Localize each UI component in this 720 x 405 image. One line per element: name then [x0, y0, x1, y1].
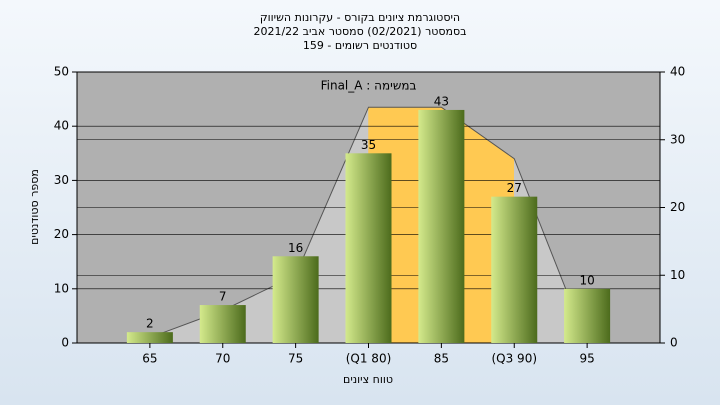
bar	[126, 332, 173, 343]
title-line: סטודנטים רשומים - 159	[303, 39, 417, 52]
y-tick-label: 0	[61, 336, 69, 350]
data-label: 7	[219, 290, 227, 304]
x-tick-label: (Q3 90)	[491, 352, 537, 366]
y-axis-label: מספר סטודנטים	[28, 169, 41, 245]
y-tick-label: 50	[54, 65, 69, 79]
data-label: 16	[288, 241, 303, 255]
bar	[564, 288, 611, 343]
x-tick-label: 65	[142, 352, 157, 366]
x-tick-label: (Q1 80)	[346, 352, 392, 366]
data-label: 10	[579, 273, 594, 287]
title-line: בסמסטר (02/2021) סמסטר אביב 2021/22	[253, 25, 466, 38]
y-tick-label: 40	[54, 119, 69, 133]
bar	[345, 153, 392, 343]
y2-tick-label: 10	[670, 268, 685, 282]
x-axis-label: טווח ציונים	[343, 373, 393, 386]
bar	[491, 196, 538, 343]
data-label: 27	[507, 181, 522, 195]
y-tick-label: 30	[54, 173, 69, 187]
y2-tick-label: 40	[670, 65, 685, 79]
title-line: היסטוגרמת ציונים בקורס - עקרונות השיווק	[260, 11, 460, 24]
data-label: 43	[434, 94, 449, 108]
bar	[272, 256, 319, 343]
bar	[418, 109, 465, 343]
data-label: 2	[146, 317, 154, 331]
x-tick-label: 95	[579, 352, 594, 366]
y-tick-label: 10	[54, 281, 69, 295]
y2-tick-label: 0	[670, 336, 678, 350]
bar	[199, 305, 246, 343]
y-tick-label: 20	[54, 227, 69, 241]
annotation: Final_A : במשימה	[321, 79, 417, 93]
x-tick-label: 75	[288, 352, 303, 366]
y2-tick-label: 30	[670, 132, 685, 146]
data-label: 35	[361, 138, 376, 152]
y2-tick-label: 20	[670, 200, 685, 214]
x-tick-label: 70	[215, 352, 230, 366]
x-tick-label: 85	[434, 352, 449, 366]
